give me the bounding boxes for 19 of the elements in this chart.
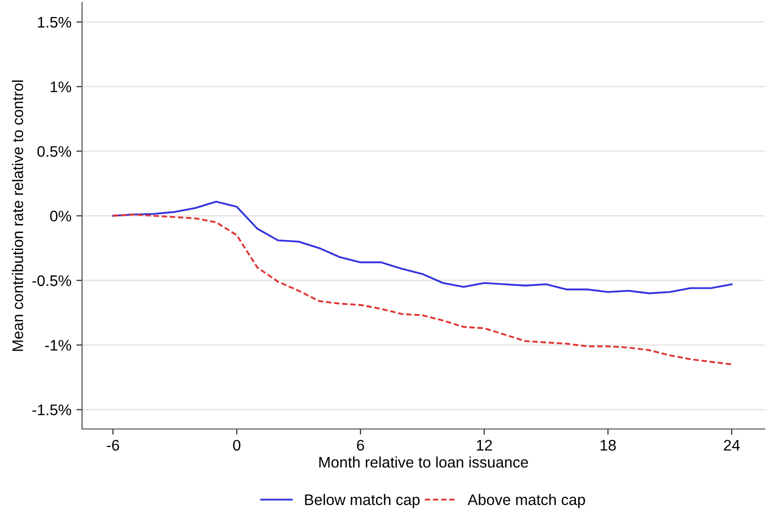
y-tick-label: 0% [50, 210, 72, 222]
line-series [112, 200, 733, 294]
x-tick-label: 12 [476, 440, 492, 450]
x-tick-label: 24 [724, 440, 740, 450]
y-tick-label: -1.5% [32, 404, 72, 416]
x-axis-title: Month relative to loan issuance [319, 456, 528, 468]
y-tick-label: 0.5% [37, 146, 72, 157]
x-tick-label: -6 [106, 440, 120, 451]
line-series [112, 214, 733, 366]
y-tick-label: -1% [45, 340, 72, 351]
x-tick-label: 0 [233, 440, 240, 451]
x-tick-label: 18 [600, 440, 616, 451]
y-tick-label: 1% [50, 82, 72, 92]
y-axis-title: Mean contribution rate relative to control [12, 80, 24, 351]
x-tick-label: 6 [357, 440, 364, 451]
y-tick-label: 1.5% [38, 16, 72, 28]
y-tick-label: -0.5% [32, 275, 72, 286]
legend-label: Above match cap [468, 494, 586, 508]
legend-label: Below match cap [305, 494, 420, 508]
